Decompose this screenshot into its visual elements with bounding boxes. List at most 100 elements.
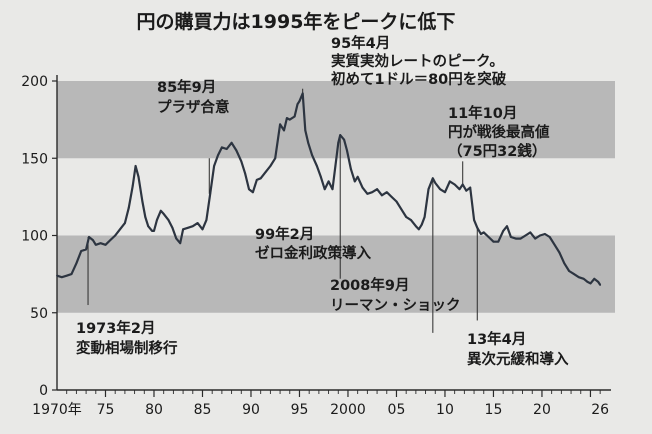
x-tick-label: 2000 — [330, 402, 366, 418]
data-point — [349, 168, 352, 170]
annotation-label: 99年2月 — [255, 225, 314, 243]
data-point — [420, 223, 423, 226]
data-point — [376, 188, 378, 191]
y-tick-label: 150 — [21, 151, 48, 167]
band-150-200 — [57, 81, 615, 159]
data-point — [589, 282, 592, 285]
data-point — [91, 239, 94, 242]
data-point — [264, 171, 267, 174]
data-point — [427, 188, 430, 191]
data-point — [479, 233, 482, 235]
data-point — [539, 234, 541, 237]
data-point — [414, 225, 417, 228]
series-layer — [56, 92, 602, 286]
data-point — [400, 208, 403, 211]
data-point — [431, 177, 434, 180]
data-point — [371, 191, 374, 194]
data-point — [274, 157, 277, 160]
data-point — [558, 251, 561, 254]
data-point — [334, 165, 337, 167]
data-point — [410, 219, 412, 221]
data-point — [179, 242, 182, 245]
data-point — [301, 92, 304, 95]
data-point — [209, 192, 212, 195]
data-point — [548, 236, 551, 238]
data-point — [385, 191, 388, 194]
y-tick-label: 50 — [30, 306, 48, 322]
data-point — [395, 200, 398, 203]
annotation-label: 13年4月 — [467, 330, 526, 348]
data-point — [131, 185, 134, 187]
data-point — [217, 154, 219, 157]
x-tick-label: 85 — [194, 402, 212, 418]
data-point — [304, 129, 307, 132]
data-point — [337, 141, 340, 144]
data-point — [553, 243, 556, 246]
data-point — [127, 206, 130, 209]
data-point — [60, 276, 63, 279]
x-tick-label: 05 — [388, 402, 406, 418]
data-point — [187, 226, 189, 229]
data-point — [144, 216, 147, 218]
data-point — [167, 219, 170, 221]
data-point — [269, 165, 272, 167]
data-point — [288, 118, 291, 121]
data-point — [339, 134, 342, 136]
data-point — [285, 117, 288, 119]
x-tick-label: 1970年 — [32, 402, 82, 418]
data-point — [534, 237, 537, 240]
data-point — [453, 183, 456, 186]
data-point — [213, 165, 216, 167]
x-tick-label: 75 — [97, 402, 115, 418]
data-point — [191, 225, 194, 228]
data-point — [497, 240, 500, 243]
data-point — [573, 273, 575, 276]
data-point — [390, 195, 393, 198]
data-point — [439, 188, 442, 191]
y-tick-label: 100 — [21, 229, 48, 245]
annotation-leaders — [87, 88, 478, 333]
data-point — [153, 229, 155, 232]
data-point — [405, 216, 408, 218]
data-point — [114, 234, 117, 237]
data-point — [80, 250, 83, 252]
y-tick-label: 200 — [21, 74, 48, 90]
data-point — [586, 280, 589, 283]
data-point — [361, 186, 364, 189]
annotation-label: ゼロ金利政策導入 — [255, 244, 371, 262]
annotation-label: リーマン・ショック — [330, 297, 461, 314]
x-tick-label: 10 — [436, 402, 454, 418]
data-point — [434, 182, 437, 184]
data-point — [123, 222, 126, 225]
data-point — [156, 219, 158, 221]
data-point — [220, 146, 223, 149]
data-point — [240, 160, 243, 163]
x-tick-label: 90 — [242, 402, 260, 418]
x-tick-label: 26 — [591, 402, 609, 418]
data-point — [94, 243, 97, 246]
data-point — [293, 115, 296, 118]
data-point — [141, 200, 144, 203]
data-point — [248, 188, 250, 191]
data-point — [461, 183, 464, 186]
data-point — [196, 222, 199, 225]
data-point — [543, 233, 546, 235]
data-point — [151, 229, 153, 232]
data-point — [119, 228, 121, 231]
data-point — [182, 228, 184, 231]
data-point — [75, 262, 78, 265]
annotation-label: 2008年9月 — [330, 276, 409, 294]
data-point — [487, 236, 490, 238]
data-point — [175, 237, 178, 240]
data-point — [307, 141, 310, 144]
x-tick-label: 20 — [533, 402, 551, 418]
band-50-100 — [57, 235, 615, 313]
data-point — [366, 192, 369, 195]
data-point — [134, 165, 137, 167]
data-point — [492, 240, 495, 243]
data-point — [323, 188, 326, 191]
data-point — [252, 191, 254, 194]
data-point — [85, 248, 87, 251]
